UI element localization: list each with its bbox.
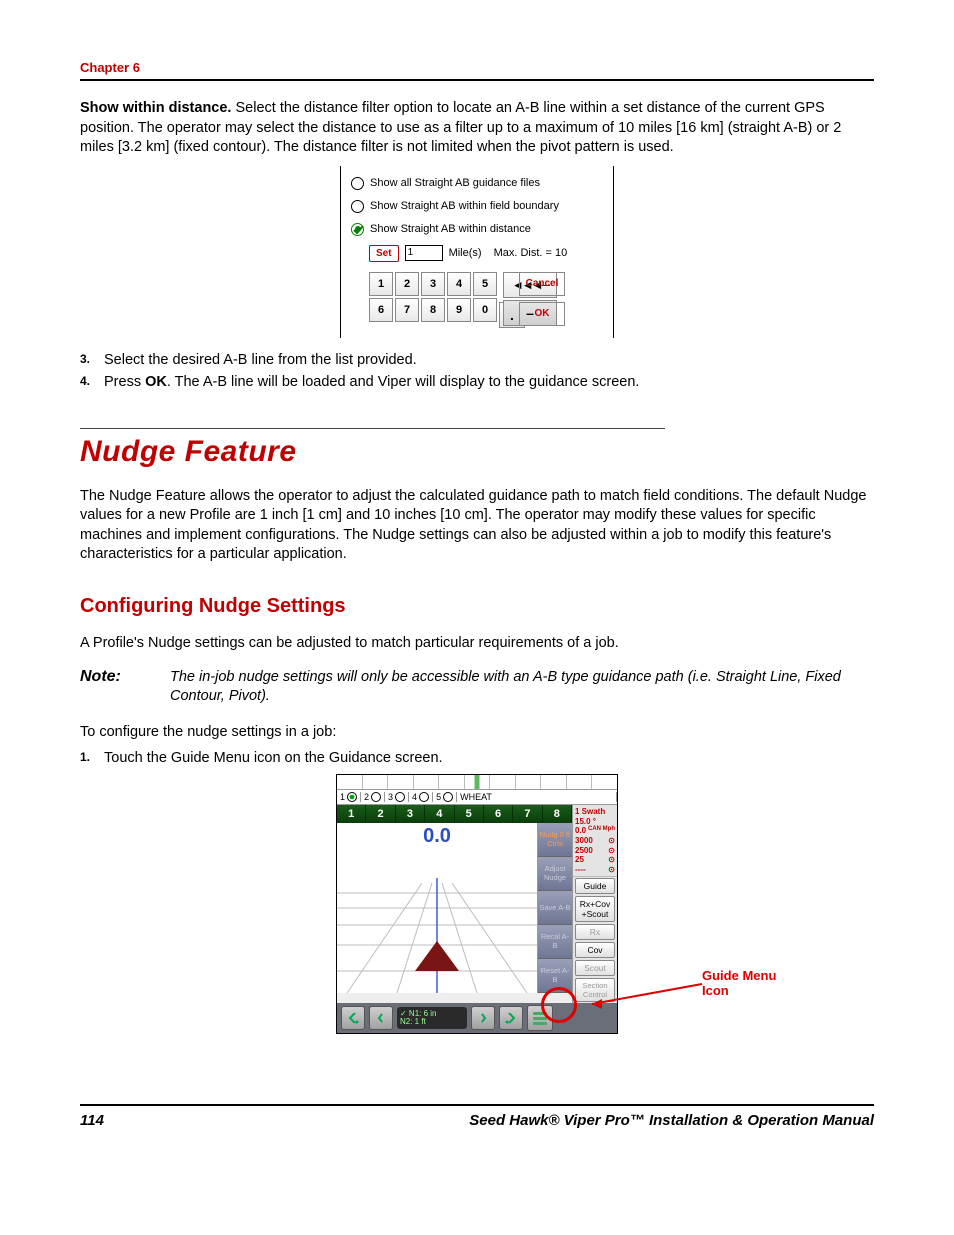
nudge-heading: Nudge Feature (80, 435, 874, 469)
guide-menu-icon[interactable] (527, 1005, 553, 1031)
distance-unit: Mile(s) (449, 247, 482, 259)
perspective-grid-icon (337, 823, 537, 993)
note-body: The in-job nudge settings will only be a… (170, 668, 874, 707)
step-4a: Press (104, 374, 145, 390)
key-0[interactable]: 0 (473, 298, 497, 322)
guide-tab[interactable]: Guide (575, 878, 615, 894)
st-1: 1 (340, 792, 345, 802)
nudge-left-big-icon[interactable] (341, 1006, 365, 1030)
sec[interactable]: 7 (513, 805, 542, 823)
right-info: 1 Swath 15.0 ° 0.0CAN Mph 3000⊙ 2500⊙ 25… (573, 805, 617, 877)
page-footer: 114 Seed Hawk® Viper Pro™ Installation &… (80, 1104, 874, 1129)
step-4-text: Press OK. The A-B line will be loaded an… (104, 374, 639, 390)
cov-tab[interactable]: Cov (575, 942, 615, 958)
section-row: 1 2 3 4 5 6 7 8 (337, 805, 572, 823)
nudge-p3: To configure the nudge settings in a job… (80, 723, 874, 743)
nudge-step1: Touch the Guide Menu icon on the Guidanc… (104, 750, 443, 766)
nudge-right-small-icon[interactable] (471, 1006, 495, 1030)
st-3: 3 (388, 792, 393, 802)
radio-row-1[interactable]: Show Straight AB within field boundary (341, 195, 613, 218)
step-num: 3. (80, 352, 96, 368)
dialog-buttons: Cancel OK (519, 272, 565, 326)
st-4: 4 (412, 792, 417, 802)
section-rule (80, 428, 665, 429)
note-block: Note: The in-job nudge settings will onl… (80, 668, 874, 707)
distance-dialog: Show all Straight AB guidance files Show… (340, 166, 614, 338)
rx-tab[interactable]: Rx (575, 924, 615, 940)
guidance-figure: 1 2 3 4 5 WHEAT 1 2 3 4 5 6 7 (80, 774, 874, 1034)
page-number: 114 (80, 1112, 104, 1129)
radio-label: Show all Straight AB guidance files (370, 177, 540, 189)
note-label: Note: (80, 668, 170, 707)
intro-paragraph: Show within distance. Select the distanc… (80, 99, 874, 158)
nudge-ctrls-button[interactable]: Nudg 0 ft Ctrls (538, 823, 572, 857)
sec[interactable]: 5 (455, 805, 484, 823)
sec[interactable]: 2 (366, 805, 395, 823)
intro-lead: Show within distance. (80, 100, 231, 116)
key-6[interactable]: 6 (369, 298, 393, 322)
sec[interactable]: 4 (425, 805, 454, 823)
key-4[interactable]: 4 (447, 272, 471, 296)
key-9[interactable]: 9 (447, 298, 471, 322)
radio-row-2[interactable]: Show Straight AB within distance (341, 218, 613, 241)
recal-ab-button[interactable]: Recal A-B (538, 925, 572, 959)
sec[interactable]: 3 (396, 805, 425, 823)
ok-button[interactable]: OK (519, 302, 565, 326)
chapter-label: Chapter 6 (80, 60, 874, 81)
step-4-bold: OK (145, 374, 167, 390)
sec[interactable]: 8 (543, 805, 572, 823)
nudge-p2: A Profile's Nudge settings can be adjust… (80, 634, 874, 654)
guidance-canvas: 0.0 (337, 823, 538, 993)
distance-dialog-figure: Show all Straight AB guidance files Show… (80, 166, 874, 338)
st-5: 5 (436, 792, 441, 802)
radio-label: Show Straight AB within field boundary (370, 200, 559, 212)
lightbar (337, 775, 617, 790)
keypad: 1 2 3 4 5 6 7 8 9 0 (369, 272, 497, 322)
bottom-bar: ✓ N1: 6 in N2: 1 ft (337, 1003, 617, 1033)
radio-icon (351, 200, 364, 213)
key-2[interactable]: 2 (395, 272, 419, 296)
key-7[interactable]: 7 (395, 298, 419, 322)
manual-title: Seed Hawk® Viper Pro™ Installation & Ope… (469, 1112, 874, 1129)
step-num: 1. (80, 750, 96, 766)
adjust-nudge-button[interactable]: Adjust Nudge (538, 857, 572, 891)
guidance-screen: 1 2 3 4 5 WHEAT 1 2 3 4 5 6 7 (336, 774, 618, 1034)
sec[interactable]: 1 (337, 805, 366, 823)
distance-input[interactable]: 1 (405, 245, 443, 261)
status-row: 1 2 3 4 5 WHEAT (337, 790, 617, 805)
nudge-values: ✓ N1: 6 in N2: 1 ft (397, 1007, 467, 1029)
rxcov-tab[interactable]: Rx+Cov +Scout (575, 896, 615, 922)
step-num: 4. (80, 374, 96, 390)
radio-icon (351, 177, 364, 190)
set-button[interactable]: Set (369, 245, 399, 262)
nudge-right-big-icon[interactable] (499, 1006, 523, 1030)
key-8[interactable]: 8 (421, 298, 445, 322)
radio-row-0[interactable]: Show all Straight AB guidance files (341, 172, 613, 195)
step-4b: . The A-B line will be loaded and Viper … (167, 374, 640, 390)
main-area: 0.0 (337, 823, 572, 993)
radio-label: Show Straight AB within distance (370, 223, 531, 235)
nudge-p1: The Nudge Feature allows the operator to… (80, 487, 874, 565)
configuring-heading: Configuring Nudge Settings (80, 595, 874, 618)
sec[interactable]: 6 (484, 805, 513, 823)
radio-selected-icon (351, 223, 364, 236)
status-text: WHEAT (460, 792, 492, 802)
max-distance-label: Max. Dist. = 10 (494, 247, 568, 259)
save-ab-button[interactable]: Save A-B (538, 891, 572, 925)
cancel-button[interactable]: Cancel (519, 272, 565, 296)
key-1[interactable]: 1 (369, 272, 393, 296)
distance-set-row: Set 1 Mile(s) Max. Dist. = 10 (341, 241, 613, 268)
steps-list: 3. Select the desired A-B line from the … (80, 352, 874, 390)
offset-value: 0.0 (337, 825, 537, 848)
st-2: 2 (364, 792, 369, 802)
reset-ab-button[interactable]: Reset A-B (538, 959, 572, 993)
key-5[interactable]: 5 (473, 272, 497, 296)
side-buttons: Nudg 0 ft Ctrls Adjust Nudge Save A-B Re… (538, 823, 572, 993)
callout-label: Guide Menu Icon (702, 969, 802, 999)
step-3-text: Select the desired A-B line from the lis… (104, 352, 417, 368)
key-3[interactable]: 3 (421, 272, 445, 296)
nudge-left-small-icon[interactable] (369, 1006, 393, 1030)
